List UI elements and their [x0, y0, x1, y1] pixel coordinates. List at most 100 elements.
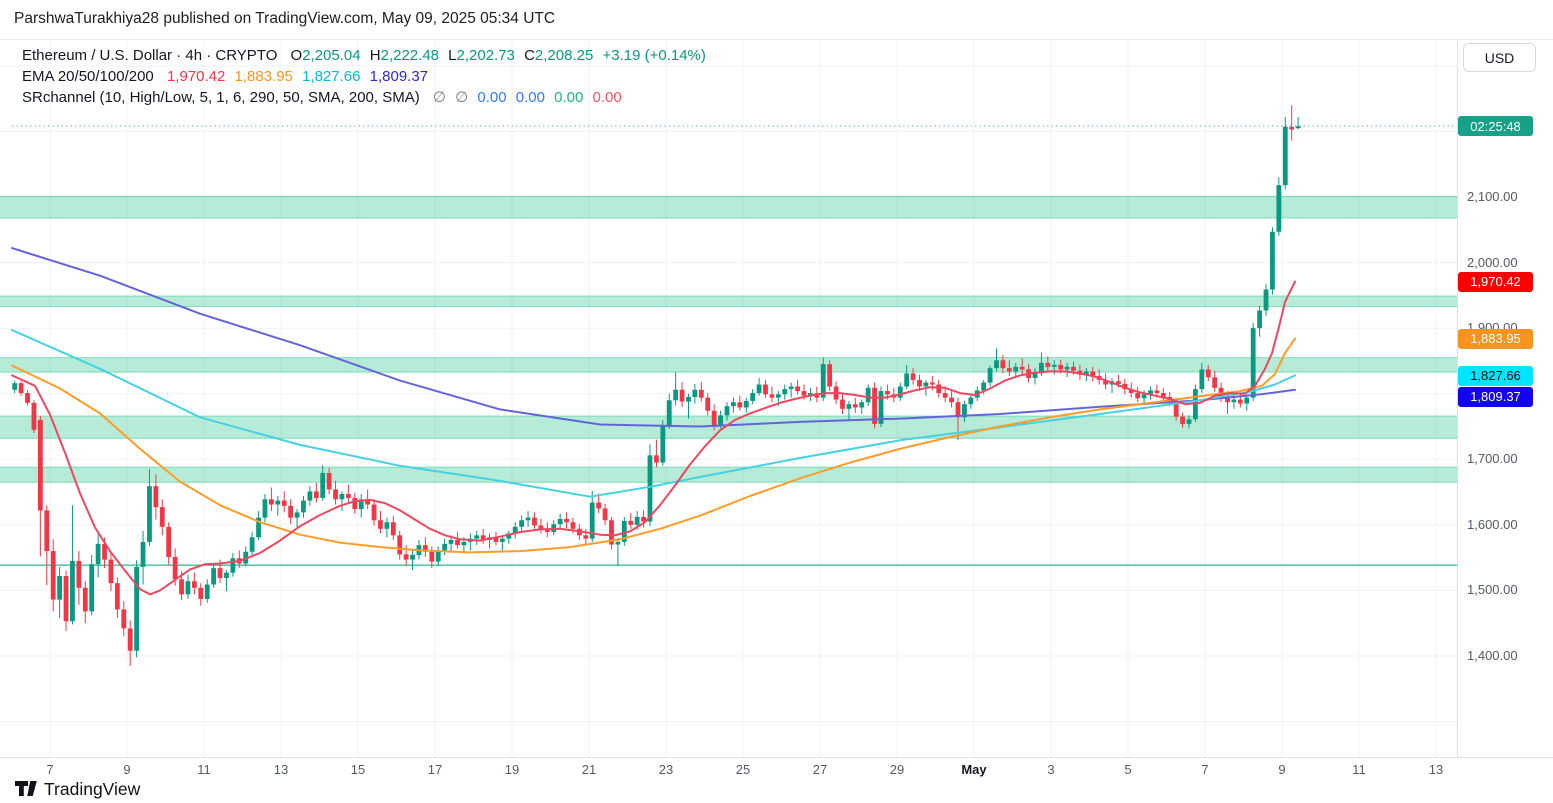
candle-body — [820, 364, 826, 398]
candle-body — [564, 518, 569, 523]
candle-body — [1199, 369, 1205, 390]
time-axis[interactable]: 7 9 11 13 15 17 19 21 23 25 27 29 May 3 5 7 9 11 13 — [0, 757, 1553, 778]
candle-body — [942, 393, 948, 398]
candlestick-chart-canvas[interactable] — [0, 40, 1457, 758]
candle-body — [365, 499, 371, 505]
candle-body — [1128, 389, 1134, 394]
candle-body — [1186, 419, 1192, 424]
candle-body — [384, 522, 390, 529]
candle-body — [57, 575, 63, 600]
candle-body — [968, 397, 974, 405]
candle-body — [422, 545, 428, 552]
candle-body — [750, 393, 756, 401]
candle-body — [320, 473, 326, 498]
ema20-price-tag: 1,970.42 — [1458, 271, 1533, 292]
candle-body — [1135, 393, 1141, 399]
candle-body — [660, 425, 666, 463]
ohlc-open-label: O — [290, 47, 303, 64]
candle-body — [544, 528, 550, 533]
candle-body — [525, 517, 531, 521]
candle-body — [429, 551, 435, 562]
candle-body — [1225, 397, 1230, 403]
candle-body — [897, 386, 903, 398]
legend-symbol-row[interactable]: Ethereum / U.S. Dollar · 4h · CRYPTO O2,… — [22, 45, 706, 66]
candle-body — [1058, 364, 1064, 370]
candle-body — [358, 499, 364, 510]
candle-body — [127, 628, 133, 651]
srchannel-empty-symbol-1: ∅ — [432, 89, 446, 106]
candle-body — [609, 520, 614, 545]
candle-body — [782, 389, 788, 395]
candle-body — [872, 387, 877, 424]
candle-body — [981, 382, 987, 391]
candle-body — [217, 568, 223, 578]
candle-body — [1231, 399, 1237, 403]
candle-body — [859, 402, 865, 408]
ema100-line — [11, 329, 1296, 498]
candle-body — [82, 587, 88, 612]
candle-body — [179, 579, 184, 595]
candle-body — [31, 402, 37, 430]
srchannel-indicator-label[interactable]: SRchannel (10, High/Low, 5, 1, 6, 290, 5… — [22, 89, 420, 106]
price-axis-label: 1,500.00 — [1467, 582, 1518, 598]
ema20-line — [11, 280, 1296, 596]
candle-body — [917, 379, 922, 387]
candle-body — [1154, 390, 1160, 394]
candle-body — [281, 500, 287, 506]
candle-body — [461, 541, 467, 546]
candle-body — [89, 564, 95, 612]
candle-body — [288, 505, 294, 518]
srchannel-value-1: 0.00 — [477, 89, 507, 106]
symbol-title[interactable]: Ethereum / U.S. Dollar · 4h · CRYPTO — [22, 47, 278, 64]
tradingview-logo-icon[interactable] — [14, 778, 40, 800]
candle-body — [994, 360, 999, 369]
currency-toggle-button[interactable]: USD — [1463, 43, 1536, 72]
sr-band — [0, 196, 1457, 218]
candle-body — [596, 502, 602, 509]
srchannel-value-2: 0.00 — [515, 89, 545, 106]
legend-srchannel-row[interactable]: SRchannel (10, High/Low, 5, 1, 6, 290, 5… — [22, 87, 706, 108]
candle-body — [37, 419, 43, 511]
ema50-value: 1,883.95 — [234, 68, 293, 85]
candle-body — [827, 364, 833, 387]
candle-body — [435, 550, 441, 562]
candle-body — [852, 404, 858, 408]
candle-body — [532, 517, 537, 526]
candle-body — [1045, 362, 1051, 367]
candle-body — [583, 535, 589, 539]
candle-body — [1173, 402, 1179, 417]
candle-body — [1006, 368, 1012, 372]
candle-body — [936, 384, 942, 394]
candle-body — [397, 535, 403, 555]
candle-body — [185, 581, 191, 595]
candle-body — [371, 504, 377, 521]
candle-body — [1141, 394, 1147, 399]
time-axis-label: 15 — [350, 762, 366, 777]
time-axis-label: 11 — [1352, 762, 1366, 777]
candle-body — [147, 486, 152, 542]
ema-indicator-label[interactable]: EMA 20/50/100/200 — [22, 68, 154, 85]
time-axis-label: 13 — [1428, 762, 1444, 777]
candle-body — [352, 497, 358, 510]
candle-body — [724, 406, 730, 416]
candle-body — [95, 543, 101, 565]
candle-body — [1013, 366, 1019, 372]
candle-body — [1180, 416, 1185, 424]
chart-legend: Ethereum / U.S. Dollar · 4h · CRYPTO O2,… — [22, 45, 706, 108]
time-axis-label: 7 — [46, 762, 54, 777]
candle-body — [262, 499, 268, 518]
candle-body — [743, 400, 749, 408]
sr-band — [0, 467, 1457, 483]
candle-body — [307, 491, 313, 501]
candle-body — [44, 510, 50, 552]
candle-body — [410, 555, 415, 560]
candle-body — [1032, 373, 1038, 378]
tradingview-wordmark[interactable]: TradingView — [44, 779, 141, 799]
candle-body — [718, 415, 723, 426]
time-axis-label: 3 — [1047, 762, 1055, 777]
candle-body — [108, 559, 114, 584]
time-axis-label: 27 — [812, 762, 828, 777]
time-axis-label: 7 — [1201, 762, 1209, 777]
candle-body — [679, 389, 685, 402]
legend-ema-row[interactable]: EMA 20/50/100/200 1,970.42 1,883.95 1,82… — [22, 66, 706, 87]
